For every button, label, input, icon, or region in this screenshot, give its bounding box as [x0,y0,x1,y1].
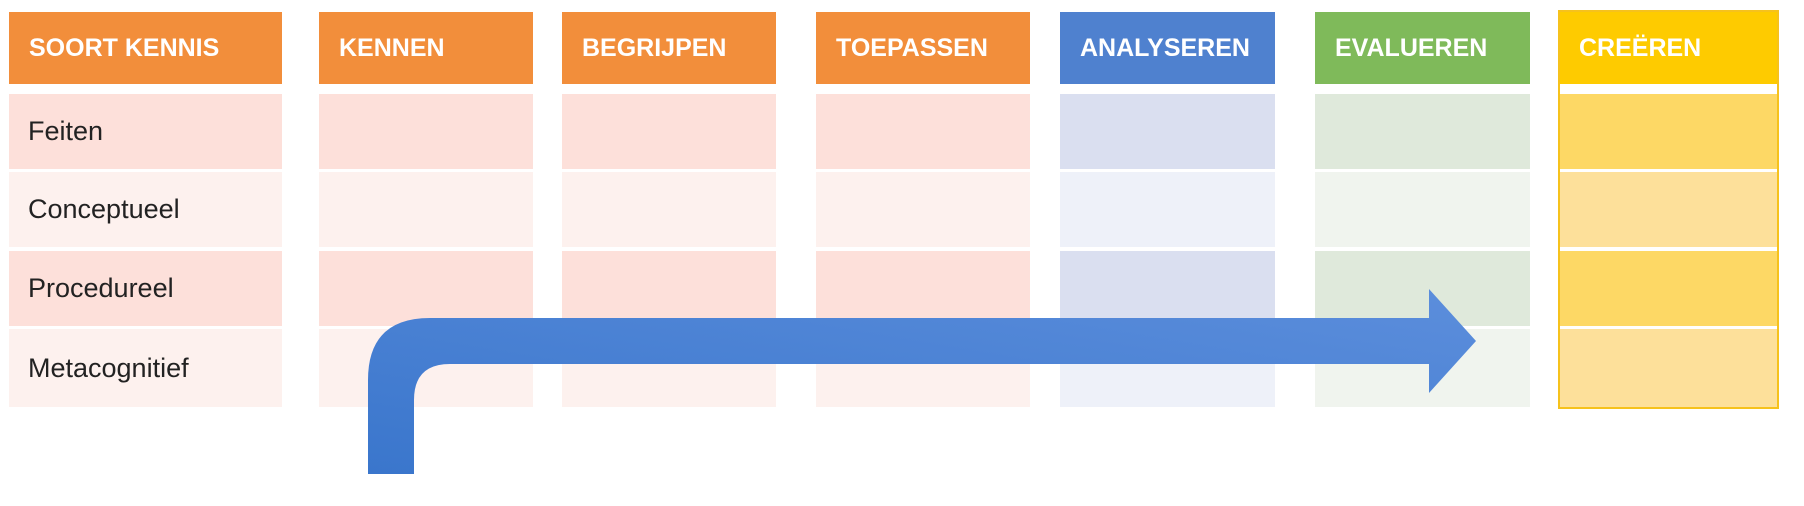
table-cell [319,172,533,247]
table-cell [1315,94,1530,169]
column-header: ANALYSEREN [1060,12,1275,84]
table-cell [562,172,776,247]
progress-arrow [368,289,1476,474]
table-cell [1559,94,1778,169]
table-cell [1315,251,1530,326]
column-header: EVALUEREN [1315,12,1530,84]
column-header: KENNEN [319,12,533,84]
table-cell [562,251,776,326]
column-header: SOORT KENNIS [9,12,282,84]
table-cell [1060,94,1275,169]
table-cell [319,251,533,326]
table-cell [1559,251,1778,326]
table-cell [319,94,533,169]
row-label: Conceptueel [9,172,282,247]
table-cell [816,94,1030,169]
column-header: CREËREN [1559,12,1778,84]
table-cell [1315,172,1530,247]
row-label: Feiten [9,94,282,169]
table-cell [1060,172,1275,247]
table-cell [562,94,776,169]
table-cell [816,251,1030,326]
table-cell [1559,172,1778,247]
table-cell [816,172,1030,247]
table-cell [1060,251,1275,326]
column-header: TOEPASSEN [816,12,1030,84]
creeren-frame [1558,10,1779,409]
table-cell [1559,329,1778,407]
row-label: Metacognitief [9,329,282,407]
column-header: BEGRIJPEN [562,12,776,84]
row-label: Procedureel [9,251,282,326]
